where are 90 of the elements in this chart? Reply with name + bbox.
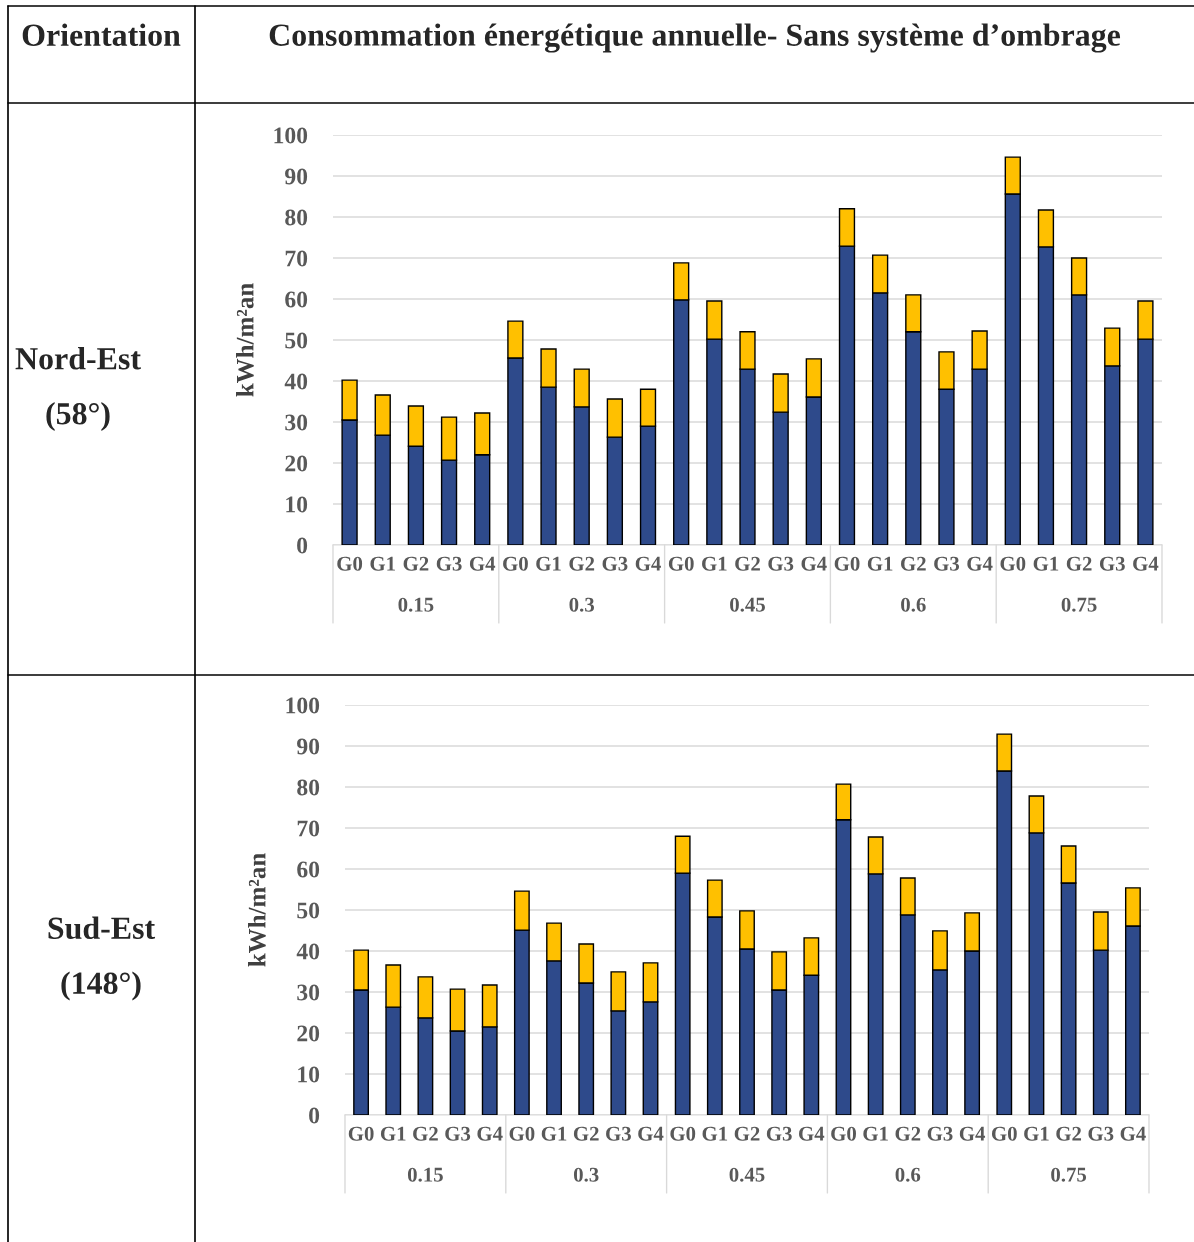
x-tick-label: G0 [348, 1126, 374, 1141]
text: 0.45 [729, 1167, 765, 1182]
x-tick-label: G4 [638, 1126, 664, 1141]
x-tick-label: G3 [927, 1126, 953, 1141]
y-tick-label: 90 [285, 168, 308, 185]
x-tick-label: G1 [863, 1126, 888, 1141]
y-tick-label: 50 [285, 332, 308, 349]
y-tick-label: 100 [274, 127, 308, 144]
x-tick-label: G1 [541, 1126, 567, 1141]
x-tick-label: G2 [403, 556, 429, 571]
y-tick-label: 20 [297, 1025, 320, 1042]
x-tick-label: G4 [635, 556, 661, 571]
x-tick-label: G3 [934, 556, 960, 571]
text: 0.15 [407, 1167, 443, 1182]
x-tick-label: G2 [1066, 556, 1092, 571]
x-tick-label: G0 [503, 556, 528, 571]
x-tick-label: G1 [1033, 556, 1059, 571]
x-tick-label: G3 [766, 1126, 792, 1141]
text: Sud-Est [48, 916, 156, 940]
x-tick-label: G0 [670, 1126, 696, 1141]
x-tick-label: G4 [1120, 1126, 1146, 1141]
x-tick-label: G0 [509, 1126, 535, 1141]
text: 0.3 [569, 597, 595, 612]
x-tick-label: G3 [445, 1126, 471, 1141]
x-tick-label: G2 [901, 556, 926, 571]
y-tick-label: 60 [285, 291, 308, 308]
text: (58°) [46, 402, 110, 431]
x-tick-label: G2 [413, 1126, 438, 1141]
x-tick-label: G2 [573, 1126, 599, 1141]
text: 0.15 [398, 597, 434, 612]
y-tick-label: 100 [286, 697, 320, 714]
x-tick-label: G3 [602, 556, 628, 571]
x-tick-label: G3 [768, 556, 794, 571]
x-tick-label: G1 [867, 556, 893, 571]
y-tick-label: 40 [296, 943, 320, 960]
text: 0.75 [1061, 597, 1097, 612]
chart-title: Consommation énergétique annuelle- Sans système d’ombrage [269, 23, 1121, 53]
y-tick-label: 70 [297, 820, 320, 837]
x-tick-label: G1 [536, 556, 561, 571]
y-tick-label: 30 [285, 414, 308, 431]
x-tick-label: G3 [1088, 1126, 1114, 1141]
x-tick-label: G4 [959, 1126, 986, 1141]
text: 0.3 [573, 1167, 599, 1182]
x-tick-label: G2 [569, 556, 595, 571]
y-tick-label: 40 [284, 373, 308, 390]
text: 0.6 [895, 1167, 921, 1182]
y-axis-title: kWh/m²an [248, 853, 266, 967]
x-tick-label: G0 [834, 556, 860, 571]
text: (148°) [61, 971, 141, 1001]
y-tick-label: 30 [297, 984, 320, 1001]
y-axis-title: kWh/m²an [236, 283, 254, 397]
x-tick-label: G4 [1133, 556, 1159, 571]
x-tick-label: G0 [831, 1126, 856, 1141]
y-tick-label: 90 [297, 738, 320, 755]
x-tick-label: G0 [337, 556, 363, 571]
y-tick-label: 10 [286, 496, 308, 513]
y-tick-label: 10 [298, 1066, 320, 1083]
y-tick-label: 0 [297, 537, 308, 554]
x-tick-label: G4 [799, 1126, 825, 1141]
x-tick-label: G0 [1000, 556, 1026, 571]
x-tick-label: G1 [370, 556, 395, 571]
text: 0.6 [901, 597, 926, 612]
text: 0.45 [730, 597, 765, 612]
y-tick-label: 80 [297, 779, 320, 796]
x-tick-label: G2 [1056, 1126, 1082, 1141]
x-tick-label: G3 [1099, 556, 1125, 571]
x-tick-label: G4 [469, 556, 496, 571]
text: Nord-Est [15, 347, 141, 370]
x-tick-label: G1 [380, 1126, 406, 1141]
y-tick-label: 80 [285, 209, 308, 226]
x-tick-label: G0 [991, 1126, 1017, 1141]
y-tick-label: 20 [285, 455, 308, 472]
x-tick-label: G1 [702, 1126, 728, 1141]
y-tick-label: 60 [297, 861, 320, 878]
x-tick-label: G1 [1024, 1126, 1049, 1141]
x-tick-label: G2 [895, 1126, 921, 1141]
x-tick-label: G4 [967, 556, 993, 571]
x-tick-label: G2 [734, 1126, 760, 1141]
text: Orientation [22, 23, 181, 46]
x-tick-label: G1 [702, 556, 727, 571]
x-tick-label: G4 [477, 1126, 503, 1141]
x-tick-label: G0 [668, 556, 694, 571]
x-tick-label: G3 [606, 1126, 631, 1141]
x-tick-label: G3 [436, 556, 462, 571]
y-tick-label: 0 [309, 1107, 320, 1124]
y-tick-label: 50 [297, 902, 320, 919]
y-tick-label: 70 [285, 250, 308, 267]
x-tick-label: G2 [735, 556, 760, 571]
x-tick-label: G4 [801, 556, 827, 571]
text: 0.75 [1051, 1167, 1087, 1182]
